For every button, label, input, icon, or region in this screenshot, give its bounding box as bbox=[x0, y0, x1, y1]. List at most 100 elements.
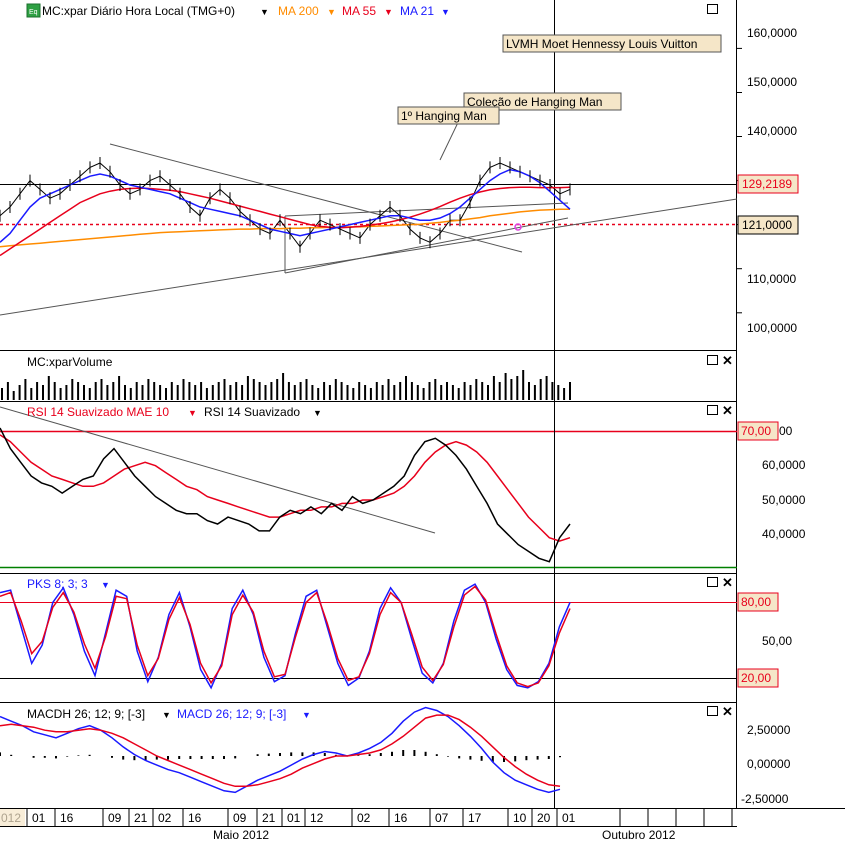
volume-bar bbox=[504, 373, 507, 400]
dropdown-arrow-icon[interactable]: ▼ bbox=[441, 7, 450, 17]
dropdown-arrow-icon[interactable]: ▼ bbox=[302, 710, 311, 720]
pks-axis: 80,00 50,00 20,00 bbox=[737, 592, 792, 688]
volume-bar bbox=[88, 388, 91, 400]
x-axis-day-label: 21 bbox=[262, 811, 276, 825]
close-icon[interactable]: ✕ bbox=[722, 704, 733, 719]
dropdown-arrow-icon[interactable]: ▼ bbox=[162, 710, 171, 720]
dropdown-arrow-icon[interactable]: ▼ bbox=[260, 7, 269, 17]
legend-rsi-mae[interactable]: RSI 14 Suavizado MAE 10 bbox=[27, 405, 169, 419]
channel-lower-line bbox=[284, 217, 569, 274]
volume-bar bbox=[65, 385, 68, 400]
price-tag-lower-box bbox=[737, 215, 799, 235]
macd-tick-label: -2,50000 bbox=[741, 792, 789, 806]
volume-bar bbox=[205, 388, 208, 400]
price-panel-title[interactable]: MC:xpar Diário Hora Local (TMG+0) bbox=[42, 4, 235, 18]
price-downtrend-line bbox=[109, 143, 523, 253]
pks-plot bbox=[0, 583, 571, 690]
legend-macd[interactable]: MACD 26; 12; 9; [-3] bbox=[177, 707, 286, 721]
pks-level-tag-20: 20,00 bbox=[741, 671, 771, 685]
eq-icon[interactable] bbox=[26, 3, 41, 18]
volume-bar bbox=[200, 382, 203, 400]
volume-bar bbox=[223, 379, 226, 400]
x-axis-day-label: 09 bbox=[233, 811, 247, 825]
close-icon[interactable]: ✕ bbox=[722, 353, 733, 368]
volume-bar bbox=[405, 376, 407, 400]
dropdown-arrow-icon[interactable]: ▼ bbox=[327, 7, 336, 17]
volume-bar bbox=[83, 385, 85, 400]
month-label: Outubro 2012 bbox=[602, 828, 676, 842]
price-line bbox=[0, 162, 571, 248]
volume-bar bbox=[293, 385, 296, 400]
volume-bar bbox=[328, 385, 331, 400]
volume-bar bbox=[416, 385, 419, 400]
pks-level-tag-80-box bbox=[737, 592, 779, 612]
dropdown-arrow-icon[interactable]: ▼ bbox=[101, 580, 110, 590]
volume-bar bbox=[463, 382, 466, 400]
price-tick-label: 110,0000 bbox=[747, 272, 796, 286]
volume-bar bbox=[24, 379, 27, 400]
legend-ma21[interactable]: MA 21 bbox=[400, 4, 434, 18]
volume-panel-title[interactable]: MC:xparVolume bbox=[27, 355, 113, 369]
close-icon[interactable]: ✕ bbox=[722, 575, 733, 590]
volume-bar bbox=[457, 388, 460, 400]
legend-macdh[interactable]: MACDH 26; 12; 9; [-3] bbox=[27, 707, 145, 721]
close-icon[interactable]: ✕ bbox=[722, 403, 733, 418]
volume-bar bbox=[334, 379, 337, 400]
volume-plot bbox=[1, 370, 571, 400]
volume-bar bbox=[124, 385, 126, 400]
price-tick-label: 100,0000 bbox=[747, 321, 797, 335]
volume-bar bbox=[129, 388, 132, 400]
eq-icon-glyph: Eq bbox=[29, 9, 38, 16]
volume-bar bbox=[12, 391, 15, 400]
rsi-downtrend-line bbox=[0, 406, 436, 534]
volume-bar bbox=[53, 382, 56, 400]
legend-ma55[interactable]: MA 55 bbox=[342, 4, 376, 18]
rsi-line bbox=[0, 427, 571, 563]
volume-bar bbox=[6, 382, 9, 400]
macd-panel-header: MACDH 26; 12; 9; [-3] ▼ MACD 26; 12; 9; … bbox=[27, 704, 733, 721]
volume-bar bbox=[410, 382, 413, 400]
maximize-icon[interactable] bbox=[707, 405, 718, 415]
maximize-icon[interactable] bbox=[707, 4, 718, 14]
volume-bar bbox=[510, 379, 513, 400]
price-tick-label: 150,0000 bbox=[747, 75, 797, 89]
volume-bar bbox=[469, 385, 472, 400]
x-axis-day-label: 02 bbox=[357, 811, 371, 825]
volume-bar bbox=[381, 385, 384, 400]
channel-upper-line bbox=[284, 202, 569, 217]
volume-bar bbox=[399, 382, 402, 400]
maximize-icon[interactable] bbox=[707, 706, 718, 716]
rsi-tick-label: 50,0000 bbox=[762, 493, 806, 507]
volume-bar bbox=[252, 379, 255, 400]
dropdown-arrow-icon[interactable]: ▼ bbox=[313, 408, 322, 418]
volume-bar bbox=[30, 388, 33, 400]
volume-bar bbox=[47, 376, 50, 400]
macd-tick-label: 0,00000 bbox=[747, 757, 791, 771]
volume-panel-header: MC:xparVolume ✕ bbox=[27, 353, 733, 369]
x-axis-day-label: 16 bbox=[188, 811, 202, 825]
x-axis-day-label: 20 bbox=[537, 811, 551, 825]
macd-signal-line bbox=[0, 714, 561, 788]
legend-pks[interactable]: PKS 8; 3; 3 bbox=[27, 577, 88, 591]
volume-bar bbox=[323, 382, 326, 400]
dropdown-arrow-icon[interactable]: ▼ bbox=[188, 408, 197, 418]
dropdown-arrow-icon[interactable]: ▼ bbox=[384, 7, 393, 17]
pks-tick-label: 50,00 bbox=[762, 634, 792, 648]
x-axis-months: Maio 2012 Outubro 2012 bbox=[0, 826, 737, 842]
volume-bar bbox=[551, 382, 554, 400]
legend-rsi[interactable]: RSI 14 Suavizado bbox=[204, 405, 300, 419]
x-axis-highlight bbox=[0, 809, 25, 826]
volume-bar bbox=[246, 376, 249, 400]
maximize-icon[interactable] bbox=[707, 355, 718, 365]
legend-ma200[interactable]: MA 200 bbox=[278, 4, 319, 18]
volume-bar bbox=[211, 385, 214, 400]
maximize-icon[interactable] bbox=[707, 577, 718, 587]
rsi-axis: 70,00 00 60,0000 50,0000 40,0000 bbox=[737, 421, 806, 541]
x-axis-day-label: 01 bbox=[287, 811, 301, 825]
volume-bar bbox=[305, 379, 308, 400]
rsi-level-tag: 70,00 bbox=[741, 424, 771, 438]
price-axis: 160,0000 150,0000 140,0000 110,0000 100,… bbox=[737, 26, 799, 335]
volume-bar bbox=[446, 382, 448, 400]
price-plot bbox=[0, 47, 742, 314]
